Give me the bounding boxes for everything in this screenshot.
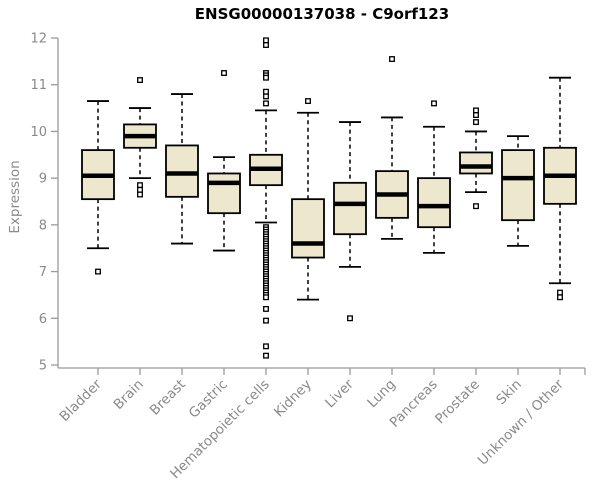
boxplot-unknown-other	[543, 76, 577, 301]
iqr-box	[501, 149, 535, 222]
outlier-point	[473, 112, 479, 119]
x-category-label: Skin	[493, 377, 525, 409]
outlier-point	[263, 88, 269, 95]
y-tick-label: 12	[30, 32, 47, 47]
y-tick-label: 5	[39, 359, 47, 374]
boxplot-brain	[123, 77, 157, 198]
iqr-box	[291, 198, 325, 259]
iqr-box	[459, 151, 493, 175]
outlier-point	[473, 107, 479, 114]
outlier-point	[347, 315, 353, 322]
outlier-point	[557, 289, 563, 296]
outlier-point	[263, 352, 269, 359]
iqr-box	[207, 172, 241, 215]
outlier-point	[263, 343, 269, 350]
iqr-box	[417, 177, 451, 229]
outlier-point	[389, 56, 395, 62]
outlier-point	[263, 100, 269, 107]
boxplot-skin	[501, 135, 535, 247]
boxplot-lung	[375, 56, 409, 240]
outlier-point	[263, 74, 269, 81]
outlier-point	[263, 305, 269, 312]
boxplot-breast	[165, 93, 199, 245]
outlier-point	[137, 186, 143, 193]
iqr-box	[333, 181, 367, 236]
y-tick-label: 9	[39, 172, 47, 187]
boxplot-prostate	[459, 107, 493, 210]
outlier-point	[263, 93, 269, 100]
outlier-point	[473, 203, 479, 210]
y-tick-label: 11	[30, 78, 47, 93]
outlier-point	[431, 100, 437, 107]
y-tick-label: 8	[39, 218, 47, 233]
iqr-box	[165, 144, 199, 198]
x-category-label: Lung	[364, 377, 399, 412]
boxplot-liver	[333, 121, 367, 322]
boxplot-pancreas	[417, 100, 451, 254]
x-category-label: Bladder	[57, 376, 106, 425]
chart-title: ENSG00000137038 - C9orf123	[194, 5, 450, 23]
x-category-label: Brain	[110, 377, 146, 413]
outlier-point	[473, 119, 479, 126]
outlier-point	[557, 294, 563, 301]
x-category-label: Kidney	[271, 377, 315, 421]
outlier-point	[221, 70, 227, 76]
outlier-point	[95, 268, 101, 275]
boxplot-gastric	[207, 70, 241, 252]
outlier-point	[137, 182, 143, 189]
x-category-label: Breast	[147, 377, 189, 419]
x-category-label: Liver	[322, 376, 357, 411]
boxplot-hematopoietic-cells	[249, 37, 283, 359]
y-tick-label: 7	[39, 265, 47, 280]
y-tick-label: 10	[30, 125, 47, 140]
outlier-point	[305, 98, 311, 105]
outlier-point	[137, 77, 143, 83]
y-tick-label: 6	[39, 312, 47, 327]
outlier-point	[137, 191, 143, 198]
boxplot-kidney	[291, 98, 325, 301]
outlier-point	[263, 294, 269, 301]
outlier-point	[263, 317, 269, 324]
boxplot-bladder	[81, 100, 115, 275]
x-category-label: Prostate	[432, 377, 483, 428]
outlier-point	[263, 37, 269, 44]
outlier-point	[263, 42, 269, 48]
